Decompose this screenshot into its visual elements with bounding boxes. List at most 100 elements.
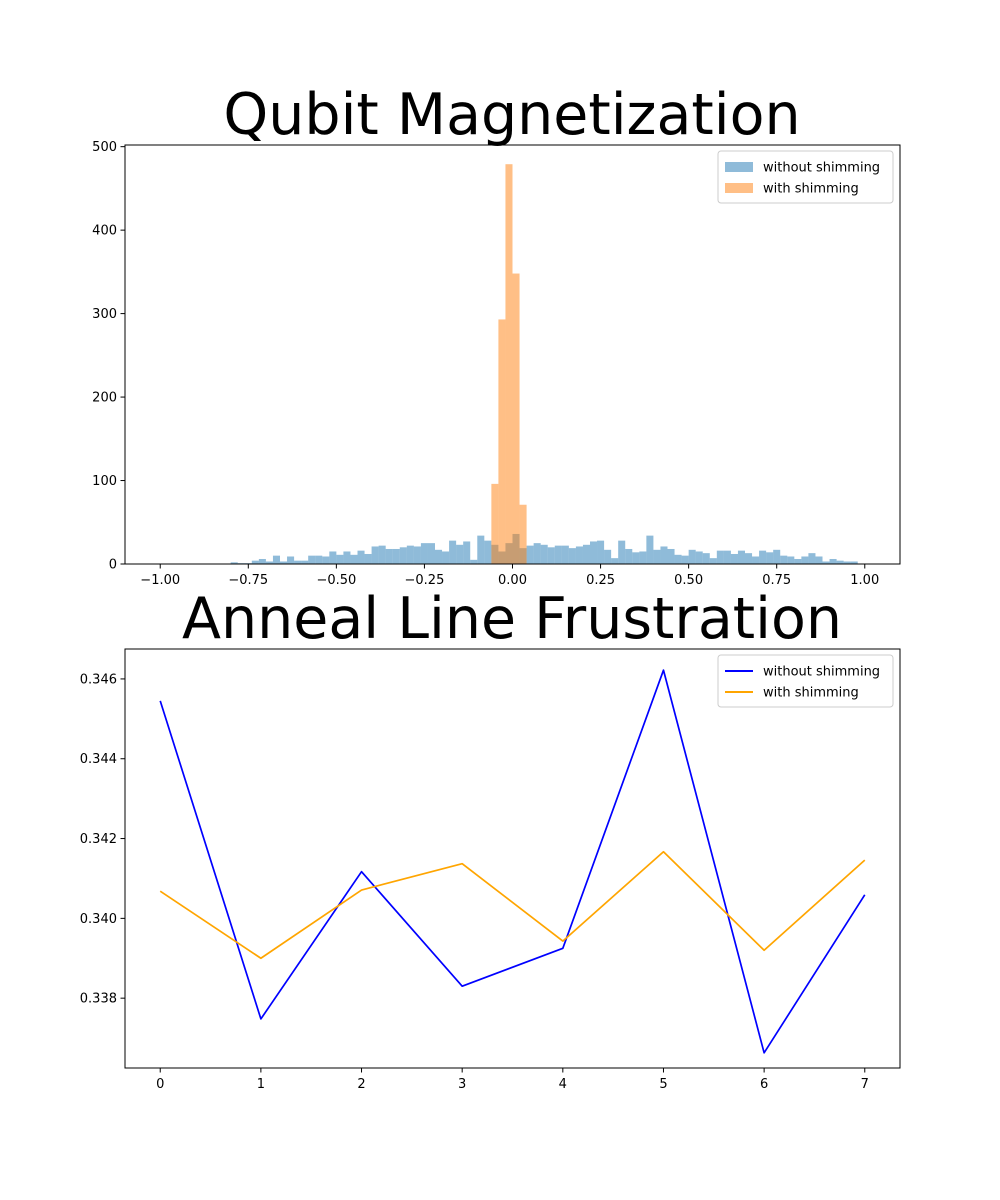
y-tick-label: 500	[92, 140, 117, 155]
histogram-bar	[343, 551, 351, 564]
histogram-bar	[787, 556, 795, 564]
series-line	[159, 850, 866, 960]
histogram-bar	[681, 555, 689, 564]
legend: without shimming with shimming	[717, 654, 894, 708]
histogram-bar	[575, 546, 583, 564]
x-tick-label: 6	[760, 1077, 768, 1092]
histogram-bar	[780, 555, 788, 564]
histogram-bar	[568, 548, 576, 564]
histogram-bar	[456, 544, 464, 564]
x-tick-label: 1.00	[850, 573, 879, 588]
histogram-bar	[702, 553, 710, 564]
histogram-bar	[392, 548, 400, 564]
histogram-bar	[498, 319, 506, 564]
histogram-bar	[611, 558, 619, 564]
x-tick-label: 1	[257, 1077, 265, 1092]
histogram-bar	[604, 549, 612, 564]
histogram-bar	[484, 540, 492, 564]
y-axis: 0 100 200 300 400 500	[92, 140, 125, 573]
x-tick-label: 0.25	[586, 573, 615, 588]
histogram-bar	[258, 558, 266, 564]
legend-label: without shimming	[763, 665, 880, 680]
histogram-bar	[287, 556, 295, 564]
histogram-bar	[618, 540, 626, 564]
histogram-bar	[364, 553, 372, 564]
histogram-bar	[829, 558, 837, 564]
histogram-bar	[808, 553, 816, 564]
y-tick-label: 0.342	[80, 832, 117, 847]
x-axis: −1.00 −0.75 −0.50 −0.25 0.00 0.25 0.50 0.75 1.00	[140, 564, 879, 588]
histogram-chart: Qubit Magnetization −1.00 −0.75 −0.50 −0.25…	[92, 82, 901, 588]
histogram-bar	[667, 548, 675, 564]
histogram-bar	[730, 553, 738, 564]
histogram-bar	[639, 551, 647, 564]
histogram-bar	[660, 546, 668, 564]
histogram-bar	[420, 543, 428, 564]
y-tick-label: 0.338	[80, 992, 117, 1007]
histogram-bar	[427, 543, 435, 564]
histogram-bar	[230, 562, 238, 564]
histogram-bar	[540, 544, 548, 564]
histogram-bar	[745, 553, 753, 564]
histogram-bar	[322, 556, 330, 564]
histogram-bar	[272, 555, 280, 564]
histogram-bar	[329, 551, 337, 564]
x-tick-label: −0.50	[316, 573, 356, 588]
x-tick-label: 7	[861, 1077, 869, 1092]
histogram-bar	[815, 556, 823, 564]
histogram-bar	[477, 535, 485, 564]
chart-title: Qubit Magnetization	[223, 82, 800, 148]
histogram-bar	[336, 554, 344, 564]
x-tick-label: 3	[458, 1077, 466, 1092]
histogram-bar	[280, 561, 288, 564]
histogram-bar	[435, 549, 443, 564]
histogram-bar	[265, 561, 273, 564]
histogram-bar	[646, 535, 654, 564]
histogram-bar	[822, 561, 830, 564]
histogram-bar	[737, 550, 745, 564]
histogram-bar	[759, 550, 767, 564]
y-tick-label: 0.340	[80, 912, 117, 927]
y-tick-label: 200	[92, 391, 117, 406]
series-line	[159, 669, 866, 1054]
histogram-bar	[794, 558, 802, 564]
y-tick-label: 300	[92, 307, 117, 322]
histogram-bar	[547, 547, 555, 564]
histogram-bar	[723, 550, 731, 564]
x-tick-label: 0.50	[674, 573, 703, 588]
histogram-bar	[688, 549, 696, 564]
histogram-bar	[294, 560, 302, 564]
x-tick-label: 0.75	[762, 573, 791, 588]
histogram-bar	[449, 540, 457, 564]
histogram-bar	[470, 559, 478, 564]
histogram-bar	[597, 540, 605, 564]
histogram-bar	[357, 550, 365, 564]
histogram-bar	[519, 504, 527, 564]
x-tick-label: −0.25	[405, 573, 445, 588]
y-axis: 0.338 0.340 0.342 0.344 0.346	[80, 672, 125, 1007]
histogram-bar	[463, 541, 471, 564]
y-tick-label: 400	[92, 224, 117, 239]
histogram-bar	[442, 551, 450, 564]
x-tick-label: 0.00	[498, 573, 527, 588]
legend-label: without shimming	[763, 161, 880, 176]
histogram-bar	[350, 554, 358, 564]
histogram-bar	[406, 545, 414, 564]
y-tick-label: 0	[109, 558, 117, 573]
series-lines	[159, 669, 866, 1054]
histogram-bar	[491, 483, 499, 564]
y-tick-label: 100	[92, 474, 117, 489]
x-tick-label: −0.75	[228, 573, 268, 588]
histogram-bar	[674, 554, 682, 564]
histogram-bar	[653, 549, 661, 564]
histogram-bar	[399, 547, 407, 564]
histogram-bar	[308, 555, 316, 564]
legend-swatch	[725, 162, 753, 172]
histogram-bar	[561, 545, 569, 564]
histogram-bar	[385, 548, 393, 564]
histogram-bar	[625, 548, 633, 564]
histogram-bar	[526, 545, 534, 564]
